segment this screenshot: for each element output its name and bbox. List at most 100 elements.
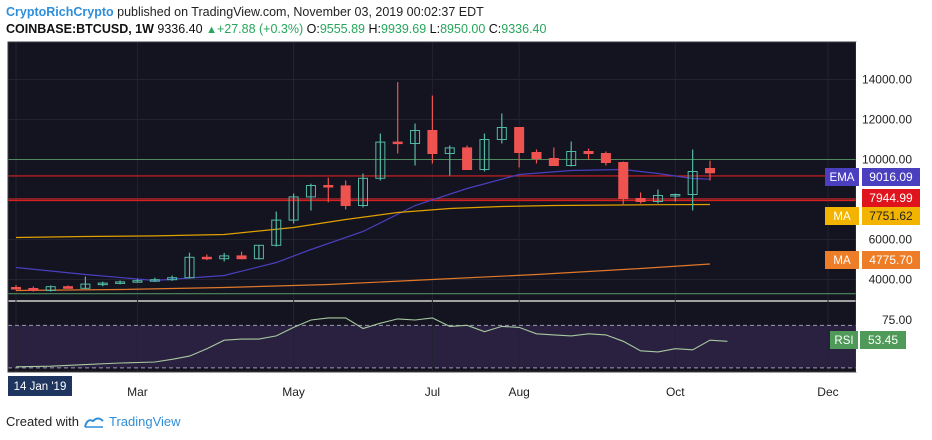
series-line-ma-2	[15, 263, 711, 292]
close-label: C:	[488, 22, 502, 36]
price-label-ema: EMA 9016.09	[825, 168, 920, 186]
candle-body	[444, 147, 455, 154]
price-label-name: EMA	[830, 172, 855, 184]
candle-30	[531, 149, 542, 164]
candle-body	[323, 185, 334, 188]
candle-34	[600, 151, 611, 166]
candle-body	[11, 287, 21, 290]
candle-1	[28, 286, 39, 292]
candle-body	[358, 177, 368, 207]
candle-body	[236, 255, 247, 260]
y-tick-label: 14000.00	[862, 73, 912, 87]
candle-6	[115, 280, 126, 285]
x-tick-label: Oct	[666, 385, 685, 399]
candle-9	[167, 275, 178, 281]
price-label-value: 7751.62	[869, 209, 913, 223]
candle-body	[462, 147, 473, 170]
candle-body	[427, 130, 438, 154]
price-label-value: 4775.70	[869, 253, 913, 267]
x-tick-label-boxed: 14 Jan '19	[8, 376, 72, 396]
y-tick-label: 6000.00	[869, 233, 913, 247]
rsi-name: RSI	[834, 335, 853, 347]
candle-body	[271, 219, 282, 246]
candle-body	[63, 286, 74, 289]
time-axis-panel	[8, 372, 856, 400]
open-label: O:	[306, 22, 320, 36]
candle-body	[132, 280, 143, 283]
x-tick-label: 14 Jan '19	[14, 381, 67, 393]
x-tick-label: Mar	[127, 385, 148, 399]
candle-body	[479, 139, 490, 170]
candle-body	[687, 171, 698, 195]
candle-13	[236, 251, 247, 260]
rsi-value: 53.45	[868, 333, 898, 347]
symbol-label: COINBASE:BTCUSD, 1W	[6, 22, 154, 36]
candle-body	[80, 283, 91, 289]
high-value: 9939.69	[381, 22, 427, 36]
price-label-name: MA	[833, 211, 851, 223]
candle-29	[514, 127, 525, 168]
candle-body	[340, 185, 351, 206]
author-name[interactable]: CryptoRichCrypto	[6, 5, 114, 19]
rsi-name-box	[830, 331, 858, 349]
candle-body	[670, 194, 681, 197]
tradingview-brand[interactable]: TradingView	[108, 414, 181, 429]
candle-31	[548, 147, 559, 166]
candle-body	[548, 158, 559, 166]
close-value: 9336.40	[501, 22, 547, 36]
candle-body	[705, 168, 715, 174]
y-tick-label: 12000.00	[862, 113, 912, 127]
candle-26	[462, 145, 473, 170]
y-tick-label: 10000.00	[862, 153, 912, 167]
candle-40	[705, 160, 715, 181]
candle-body	[531, 152, 542, 159]
candle-10	[184, 252, 195, 279]
publish-line: CryptoRichCrypto published on TradingVie…	[6, 5, 484, 19]
open-value: 9555.89	[319, 22, 366, 36]
candle-body	[97, 282, 108, 286]
candle-7	[132, 279, 143, 283]
rsi-tick-label: 75.00	[882, 313, 912, 327]
candle-20	[358, 173, 368, 208]
candle-body	[184, 256, 195, 279]
candle-28	[496, 113, 507, 144]
created-with-text: Created with	[6, 414, 79, 429]
candle-body	[45, 286, 56, 292]
candle-body	[288, 196, 299, 221]
price-label-ma-slow: MA 7751.62	[825, 207, 920, 225]
low-value: 8950.00	[440, 22, 486, 36]
price-label-red-level: 7944.99	[862, 189, 920, 207]
y-tick-label: 4000.00	[869, 273, 913, 287]
candle-0	[11, 285, 21, 291]
price-label-value-box	[862, 189, 920, 207]
price-label-name: MA	[833, 255, 851, 267]
candle-body	[392, 141, 403, 145]
candle-body	[305, 185, 316, 198]
candle-15	[271, 211, 282, 247]
price-label-name-box	[825, 207, 859, 225]
candle-14	[253, 244, 264, 260]
price-label-ma-long: MA 4775.70	[825, 251, 920, 269]
candle-39	[687, 149, 698, 211]
candle-16	[288, 193, 299, 224]
rsi-value-box	[860, 331, 906, 349]
candle-21	[375, 133, 386, 181]
price-label-value: 9016.09	[869, 170, 913, 184]
candle-body	[201, 256, 212, 260]
candle-body	[600, 153, 611, 163]
candle-body	[514, 127, 525, 153]
candle-27	[479, 133, 490, 172]
candle-12	[219, 252, 230, 262]
candle-24	[427, 95, 438, 164]
candle-36	[635, 192, 646, 204]
date-cursor-box	[8, 376, 72, 396]
x-tick-label: Aug	[508, 385, 529, 399]
candle-body	[28, 288, 39, 291]
candle-35	[618, 161, 629, 206]
candle-4	[80, 276, 91, 289]
candle-3	[63, 285, 74, 289]
candle-body	[410, 130, 421, 144]
candle-body	[149, 279, 160, 282]
candle-2	[45, 285, 56, 292]
